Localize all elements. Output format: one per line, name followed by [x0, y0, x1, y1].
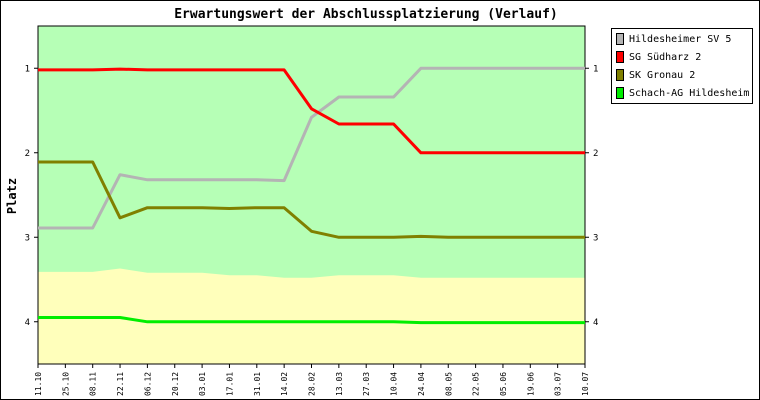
- x-tick-label: 22.11: [116, 372, 125, 396]
- x-tick-label: 14.02: [280, 372, 289, 396]
- y-tick-label-left: 2: [25, 149, 30, 159]
- x-tick-label: 19.06: [526, 372, 535, 396]
- legend-label: SK Gronau 2: [629, 69, 696, 81]
- x-tick-label: 24.04: [417, 372, 426, 396]
- x-tick-label: 13.03: [335, 372, 344, 396]
- x-tick-label: 28.02: [308, 372, 317, 396]
- legend-swatch: [616, 87, 624, 99]
- x-tick-label: 05.06: [499, 372, 508, 396]
- x-tick-label: 03.07: [554, 372, 563, 396]
- x-tick-label: 11.10: [34, 372, 43, 396]
- chart-title: Erwartungswert der Abschlussplatzierung …: [174, 7, 558, 22]
- legend-label: Schach-AG Hildesheim: [629, 87, 750, 99]
- legend-swatch: [616, 69, 624, 81]
- y-axis-label: Platz: [5, 178, 19, 214]
- y-tick-label-right: 1: [593, 64, 598, 74]
- legend-swatch: [616, 33, 624, 45]
- x-tick-label: 20.12: [171, 372, 180, 396]
- legend-label: Hildesheimer SV 5: [629, 33, 732, 45]
- y-tick-label-left: 3: [25, 233, 30, 243]
- legend-item: SG Südharz 2: [616, 50, 701, 64]
- series-line-0: [38, 66, 585, 230]
- y-tick-label-right: 3: [593, 233, 598, 243]
- series-line-1: [38, 67, 585, 155]
- x-tick-label: 03.01: [198, 372, 207, 396]
- y-tick-label-right: 4: [593, 318, 598, 328]
- legend-item: Schach-AG Hildesheim: [616, 86, 749, 100]
- y-tick-label-left: 4: [25, 318, 30, 328]
- legend-item: SK Gronau 2: [616, 68, 695, 82]
- y-tick-label-right: 2: [593, 149, 598, 159]
- x-tick-label: 27.03: [362, 372, 371, 396]
- x-tick-label: 31.01: [253, 372, 262, 396]
- series-line-2: [38, 160, 585, 239]
- x-tick-label: 10.04: [390, 372, 399, 396]
- x-tick-label: 08.05: [444, 372, 453, 396]
- legend-label: SG Südharz 2: [629, 51, 702, 63]
- legend: Hildesheimer SV 5 SG Südharz 2 SK Gronau 2…: [611, 28, 753, 104]
- x-tick-label: 22.05: [472, 372, 481, 396]
- x-tick-label: 06.12: [143, 372, 152, 396]
- legend-swatch: [616, 51, 624, 63]
- x-tick-label: 08.11: [89, 372, 98, 396]
- x-tick-label: 25.10: [61, 372, 70, 396]
- legend-item: Hildesheimer SV 5: [616, 32, 731, 46]
- band-upper: [38, 26, 585, 278]
- x-tick-label: 17.01: [225, 372, 234, 396]
- y-tick-label-left: 1: [25, 64, 30, 74]
- series-line-3: [38, 316, 585, 325]
- x-tick-label: 10.07: [581, 372, 590, 396]
